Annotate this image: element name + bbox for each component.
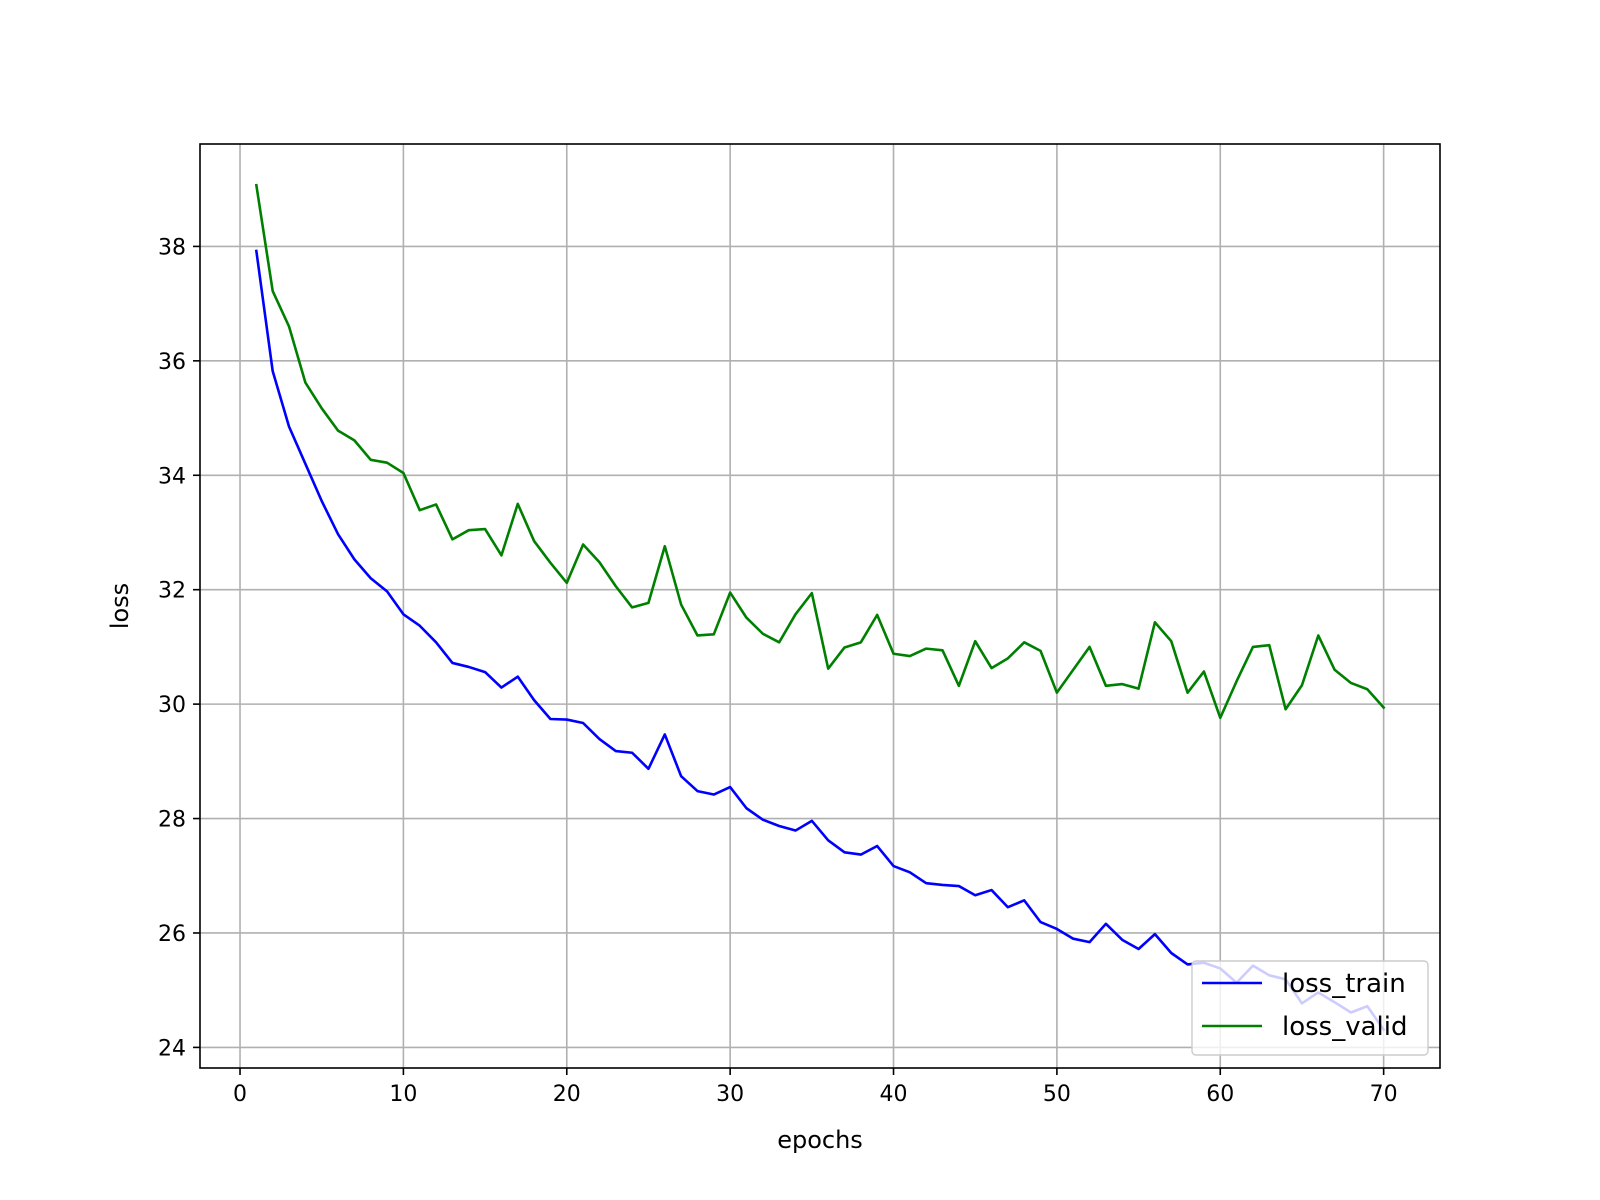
x-tick-label: 40 xyxy=(880,1082,908,1107)
axis-ticks: 0 10 20 30 40 50 60 70 24 26 28 30 32 34 36 38 xyxy=(158,235,1398,1107)
y-tick-label: 24 xyxy=(158,1036,186,1061)
y-tick-label: 34 xyxy=(158,464,186,489)
series-line-loss-valid xyxy=(254,183,1386,720)
x-tick-label: 30 xyxy=(716,1082,744,1107)
x-tick-label: 50 xyxy=(1043,1082,1071,1107)
plot-frame xyxy=(199,143,1441,1069)
x-tick-label: 10 xyxy=(389,1082,417,1107)
y-tick-label: 38 xyxy=(158,235,186,260)
x-tick-label: 60 xyxy=(1206,1082,1234,1107)
legend-label-loss-train: loss_train xyxy=(1282,969,1406,999)
y-tick-label: 28 xyxy=(158,808,186,833)
x-tick-label: 70 xyxy=(1370,1082,1398,1107)
legend: loss_train loss_valid xyxy=(1191,960,1429,1056)
grid xyxy=(200,144,1440,1068)
y-tick-label: 30 xyxy=(158,693,186,718)
y-axis-label: loss xyxy=(106,583,134,629)
x-tick-label: 20 xyxy=(553,1082,581,1107)
x-axis-label: epochs xyxy=(777,1126,863,1154)
legend-box xyxy=(1191,960,1429,1056)
legend-label-loss-valid: loss_valid xyxy=(1282,1012,1408,1042)
y-tick-label: 26 xyxy=(158,922,186,947)
y-tick-label: 32 xyxy=(158,579,186,604)
y-tick-label: 36 xyxy=(158,350,186,375)
x-tick-label: 0 xyxy=(233,1082,247,1107)
